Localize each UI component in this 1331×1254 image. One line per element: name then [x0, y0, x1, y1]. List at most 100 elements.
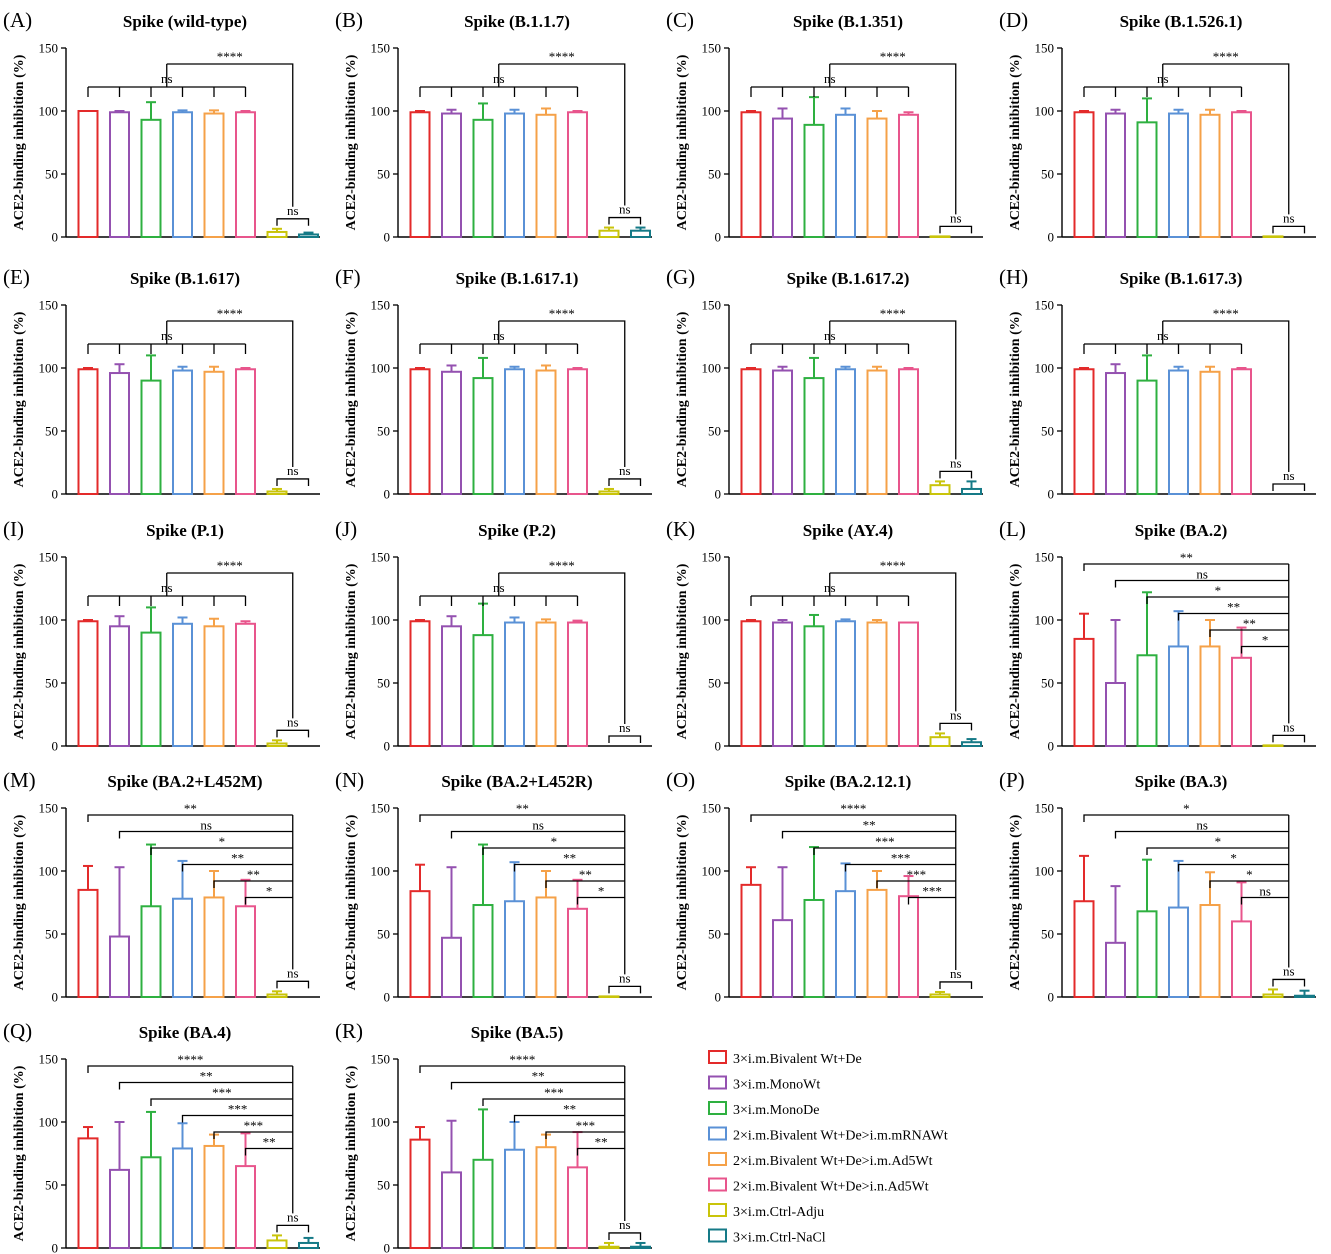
panel-title: Spike (wild-type): [123, 12, 247, 31]
y-tick-label: 50: [1041, 167, 1054, 182]
panel-title: Spike (BA.5): [471, 1023, 564, 1042]
bar-group-1: [740, 883, 762, 998]
ladder-line-1: [419, 814, 625, 822]
y-tick-label: 150: [702, 550, 722, 565]
ladder-line-6: [576, 896, 625, 905]
panel-letter: (R): [335, 1019, 363, 1043]
overall-significance: ****: [880, 558, 906, 573]
ladder-line-1: [419, 1065, 625, 1073]
bar-group-4: [835, 890, 856, 998]
ladder-significance-3: *: [1215, 834, 1222, 849]
ladder-significance-6: **: [595, 1135, 608, 1150]
y-tick-label: 0: [384, 1241, 391, 1254]
ladder-significance-4: **: [231, 851, 244, 866]
ladder-significance-4: **: [563, 1102, 576, 1117]
ladder-significance-1: **: [184, 801, 197, 816]
bar-group-3: [803, 123, 825, 238]
bar-group-3: [1136, 910, 1158, 999]
overall-bracket: [166, 320, 294, 467]
panel-letter: (O): [666, 768, 695, 792]
bar-group-4: [835, 620, 856, 748]
y-axis-label: ACE2-binding inhibition (%): [675, 311, 690, 487]
ladder-significance-3: *: [219, 834, 226, 849]
bar-group-5: [535, 1146, 557, 1249]
control-significance: ns: [619, 202, 631, 217]
group-significance: ns: [161, 71, 173, 86]
y-tick-label: 0: [52, 739, 59, 754]
bar-group-6: [235, 111, 256, 238]
y-tick-label: 150: [39, 1052, 59, 1067]
ladder-line-3: [813, 847, 956, 855]
ladder-significance-6: ns: [1259, 884, 1271, 899]
y-axis-label: ACE2-binding inhibition (%): [675, 814, 690, 990]
bar-group-6: [235, 905, 256, 999]
ladder-line-5: [213, 1131, 293, 1139]
bar-group-3: [140, 631, 162, 747]
y-tick-label: 0: [384, 990, 391, 1005]
legend-swatch-7: [708, 1203, 727, 1217]
ladder-significance-2: **: [200, 1069, 213, 1084]
ladder-line-5: [545, 1131, 625, 1139]
ladder-line-6: [244, 896, 293, 905]
bar-group-2: [441, 936, 462, 999]
overall-significance: ****: [217, 558, 243, 573]
control-bracket: [608, 1232, 642, 1240]
ladder-line-6: [1240, 896, 1289, 905]
y-tick-label: 50: [708, 424, 721, 439]
y-tick-label: 150: [371, 298, 391, 313]
ladder-line-6: [907, 896, 956, 905]
legend-label-3: 3×i.m.MonoDe: [733, 1103, 819, 1118]
bar-group-7: [929, 484, 951, 495]
bar-group-7: [929, 993, 951, 998]
control-significance: ns: [287, 203, 299, 218]
panel-d: (D) Spike (B.1.526.1) ACE2-binding inhibit…: [999, 8, 1316, 245]
bar-group-5: [1199, 904, 1221, 999]
panel-title: Spike (BA.4): [139, 1023, 232, 1042]
ladder-significance-4: ***: [228, 1102, 248, 1117]
bar-group-3: [1136, 121, 1158, 238]
bar-group-4: [504, 368, 525, 496]
bar-group-2: [1105, 941, 1126, 999]
bar-group-1: [1073, 368, 1095, 496]
bar-group-1: [1073, 111, 1095, 238]
bar-group-7: [266, 742, 288, 747]
y-tick-label: 50: [45, 676, 58, 691]
ladder-line-1: [1083, 814, 1289, 822]
y-tick-label: 0: [715, 990, 722, 1005]
bar-group-2: [441, 625, 462, 747]
ladder-line-2: [118, 1081, 293, 1090]
control-significance: ns: [619, 1217, 631, 1232]
y-tick-label: 0: [52, 487, 59, 502]
y-tick-label: 50: [45, 167, 58, 182]
ladder-significance-2: ns: [532, 818, 544, 833]
y-tick-label: 150: [39, 550, 59, 565]
y-tick-label: 0: [384, 230, 391, 245]
bar-group-7: [598, 229, 620, 238]
control-significance: ns: [287, 965, 299, 980]
panel-title: Spike (BA.2+L452M): [107, 772, 262, 791]
ladder-significance-5: *: [1246, 867, 1253, 882]
panel-f: (F) Spike (B.1.617.1) ACE2-binding inhibit…: [335, 265, 652, 502]
group-significance: ns: [824, 71, 836, 86]
y-tick-label: 100: [39, 864, 59, 879]
control-bracket: [276, 478, 310, 486]
y-tick-label: 50: [708, 676, 721, 691]
y-tick-label: 100: [39, 1115, 59, 1130]
bar-group-1: [409, 111, 431, 238]
ladder-line-2: [1114, 830, 1289, 839]
y-tick-label: 0: [1048, 230, 1055, 245]
panel-title: Spike (P.2): [478, 521, 556, 540]
ladder-significance-2: ns: [1196, 818, 1208, 833]
control-significance: ns: [1283, 468, 1295, 483]
group-significance: ns: [493, 328, 505, 343]
overall-bracket: [498, 320, 626, 467]
bar-group-4: [1168, 645, 1189, 748]
ladder-line-3: [150, 847, 293, 855]
legend-label-2: 3×i.m.MonoWt: [733, 1078, 820, 1093]
overall-significance: ****: [217, 49, 243, 64]
control-bracket: [1272, 734, 1306, 743]
control-bracket: [276, 218, 310, 226]
ladder-line-2: [450, 830, 625, 839]
bar-group-6: [898, 895, 919, 999]
legend-label-6: 2×i.m.Bivalent Wt+De>i.n.Ad5Wt: [733, 1180, 929, 1195]
